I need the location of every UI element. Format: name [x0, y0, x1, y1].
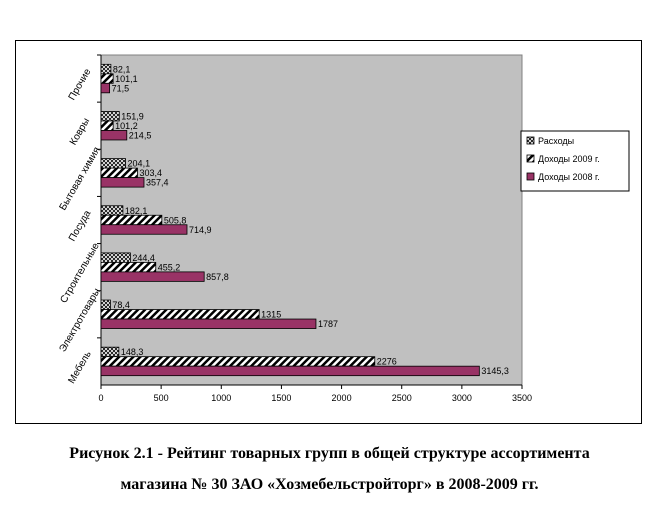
x-tick-label: 3500 [512, 393, 532, 403]
bar [100, 356, 376, 367]
x-tick-label: 3000 [452, 393, 472, 403]
data-label: 455,2 [158, 262, 181, 272]
category-label: Прочие [67, 67, 94, 103]
legend-swatch [526, 136, 535, 145]
legend: Расходы Доходы 2009 г. Доходы 2008 г. [520, 130, 630, 192]
x-tick-label: 1500 [271, 393, 291, 403]
category-label: Посуда [67, 208, 94, 243]
bar [100, 111, 120, 122]
category-label: Бытовая химия [58, 145, 103, 212]
bar [100, 177, 145, 188]
data-label: 82,1 [113, 64, 131, 74]
bar [100, 73, 114, 84]
bar [100, 205, 124, 216]
data-label: 101,2 [115, 121, 138, 131]
bar [100, 214, 163, 226]
bar [100, 63, 112, 75]
bar [100, 309, 260, 320]
bar [100, 130, 128, 141]
legend-entry: Доходы 2009 г. [538, 154, 600, 164]
x-tick-label: 500 [154, 393, 169, 403]
data-label: 714,9 [189, 225, 212, 235]
bar [100, 82, 111, 94]
data-label: 148,3 [121, 347, 144, 357]
data-label: 182,1 [125, 206, 148, 216]
data-label: 1787 [318, 319, 338, 329]
bar [100, 252, 131, 263]
bar [100, 365, 480, 377]
x-tick-label: 2500 [392, 393, 412, 403]
x-tick-label: 0 [98, 393, 103, 403]
data-label: 1315 [261, 310, 281, 320]
legend-box [520, 130, 630, 192]
data-label: 214,5 [129, 130, 152, 140]
data-label: 505,8 [164, 215, 187, 225]
caption-line-1: Рисунок 2.1 - Рейтинг товарных групп в о… [69, 445, 590, 462]
x-tick-label: 1000 [211, 393, 231, 403]
data-label: 3145,3 [481, 366, 509, 376]
data-label: 2276 [377, 357, 397, 367]
category-label: Ковры [68, 116, 92, 147]
data-label: 71,5 [112, 83, 130, 93]
data-label: 204,1 [128, 159, 151, 169]
data-label: 151,9 [121, 111, 144, 121]
figure-caption: Рисунок 2.1 - Рейтинг товарных групп в о… [0, 438, 659, 500]
data-label: 357,4 [146, 178, 169, 188]
chart-frame: 0 500 1000 1500 2000 2500 3000 3500 Мебель Электр… [15, 40, 642, 424]
category-label: Мебель [66, 349, 94, 386]
data-label: 244,4 [132, 253, 155, 263]
bar [100, 158, 126, 169]
bar [100, 318, 317, 329]
data-label: 101,1 [115, 74, 138, 84]
data-label: 303,4 [139, 168, 162, 178]
bar [100, 271, 205, 282]
bar [100, 120, 114, 131]
legend-swatch [526, 172, 535, 181]
caption-line-2: магазина № 30 ЗАО «Хозмебельстройторг» в… [120, 476, 539, 493]
x-tick-label: 2000 [332, 393, 352, 403]
plot-area [100, 54, 523, 386]
data-label: 78,4 [112, 300, 130, 310]
bar [100, 167, 138, 179]
bar [100, 346, 120, 358]
bar [100, 224, 188, 235]
bars-layer [100, 63, 480, 377]
data-label: 857,8 [206, 272, 229, 282]
legend-entry: Доходы 2008 г. [538, 172, 600, 182]
bar [100, 261, 157, 273]
legend-swatch [526, 154, 535, 163]
chart-svg: 0 500 1000 1500 2000 2500 3000 3500МебельЭлектр… [57, 54, 630, 403]
bar [100, 299, 111, 310]
legend-entry: Расходы [538, 136, 574, 146]
